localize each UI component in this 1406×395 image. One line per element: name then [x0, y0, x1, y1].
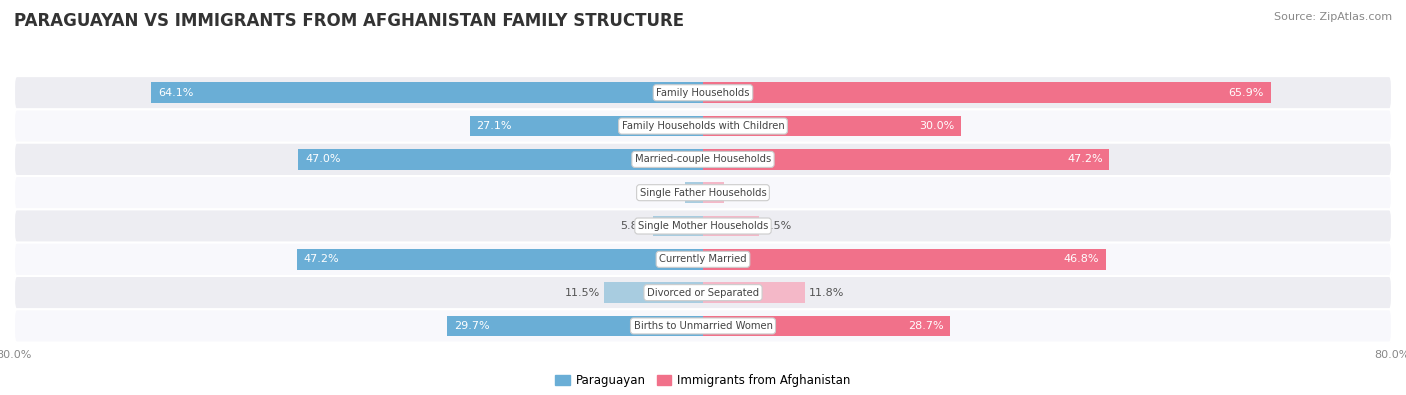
Bar [470, 116, 703, 136]
Text: 47.2%: 47.2% [1067, 154, 1102, 164]
Text: Single Mother Households: Single Mother Households [638, 221, 768, 231]
Text: 29.7%: 29.7% [454, 321, 489, 331]
Text: 5.8%: 5.8% [620, 221, 648, 231]
Bar [605, 282, 703, 303]
Text: Births to Unmarried Women: Births to Unmarried Women [634, 321, 772, 331]
FancyBboxPatch shape [14, 143, 1392, 176]
FancyBboxPatch shape [14, 243, 1392, 276]
Text: Family Households with Children: Family Households with Children [621, 121, 785, 131]
Bar [703, 116, 962, 136]
FancyBboxPatch shape [14, 276, 1392, 309]
Text: 11.5%: 11.5% [564, 288, 599, 298]
Bar [703, 282, 804, 303]
Text: 30.0%: 30.0% [920, 121, 955, 131]
Bar [150, 83, 703, 103]
Text: Family Households: Family Households [657, 88, 749, 98]
Text: Divorced or Separated: Divorced or Separated [647, 288, 759, 298]
Legend: Paraguayan, Immigrants from Afghanistan: Paraguayan, Immigrants from Afghanistan [551, 369, 855, 391]
Text: Married-couple Households: Married-couple Households [636, 154, 770, 164]
Text: Currently Married: Currently Married [659, 254, 747, 264]
FancyBboxPatch shape [14, 209, 1392, 243]
Bar [703, 182, 724, 203]
Bar [703, 149, 1109, 170]
Text: 28.7%: 28.7% [908, 321, 943, 331]
Text: 27.1%: 27.1% [477, 121, 512, 131]
FancyBboxPatch shape [14, 176, 1392, 209]
Text: 47.0%: 47.0% [305, 154, 340, 164]
Text: 47.2%: 47.2% [304, 254, 339, 264]
Text: Source: ZipAtlas.com: Source: ZipAtlas.com [1274, 12, 1392, 22]
Bar [685, 182, 703, 203]
Text: 65.9%: 65.9% [1229, 88, 1264, 98]
Bar [298, 149, 703, 170]
Bar [652, 216, 703, 236]
Text: 46.8%: 46.8% [1064, 254, 1099, 264]
FancyBboxPatch shape [14, 76, 1392, 109]
Text: PARAGUAYAN VS IMMIGRANTS FROM AFGHANISTAN FAMILY STRUCTURE: PARAGUAYAN VS IMMIGRANTS FROM AFGHANISTA… [14, 12, 685, 30]
Bar [297, 249, 703, 270]
Text: 11.8%: 11.8% [808, 288, 844, 298]
Text: Single Father Households: Single Father Households [640, 188, 766, 198]
Bar [703, 83, 1271, 103]
Bar [703, 249, 1107, 270]
Text: 64.1%: 64.1% [157, 88, 193, 98]
Bar [703, 216, 759, 236]
Bar [447, 316, 703, 336]
Bar [703, 316, 950, 336]
FancyBboxPatch shape [14, 109, 1392, 143]
Text: 6.5%: 6.5% [763, 221, 792, 231]
Text: 2.4%: 2.4% [728, 188, 756, 198]
FancyBboxPatch shape [14, 309, 1392, 342]
Text: 2.1%: 2.1% [652, 188, 681, 198]
